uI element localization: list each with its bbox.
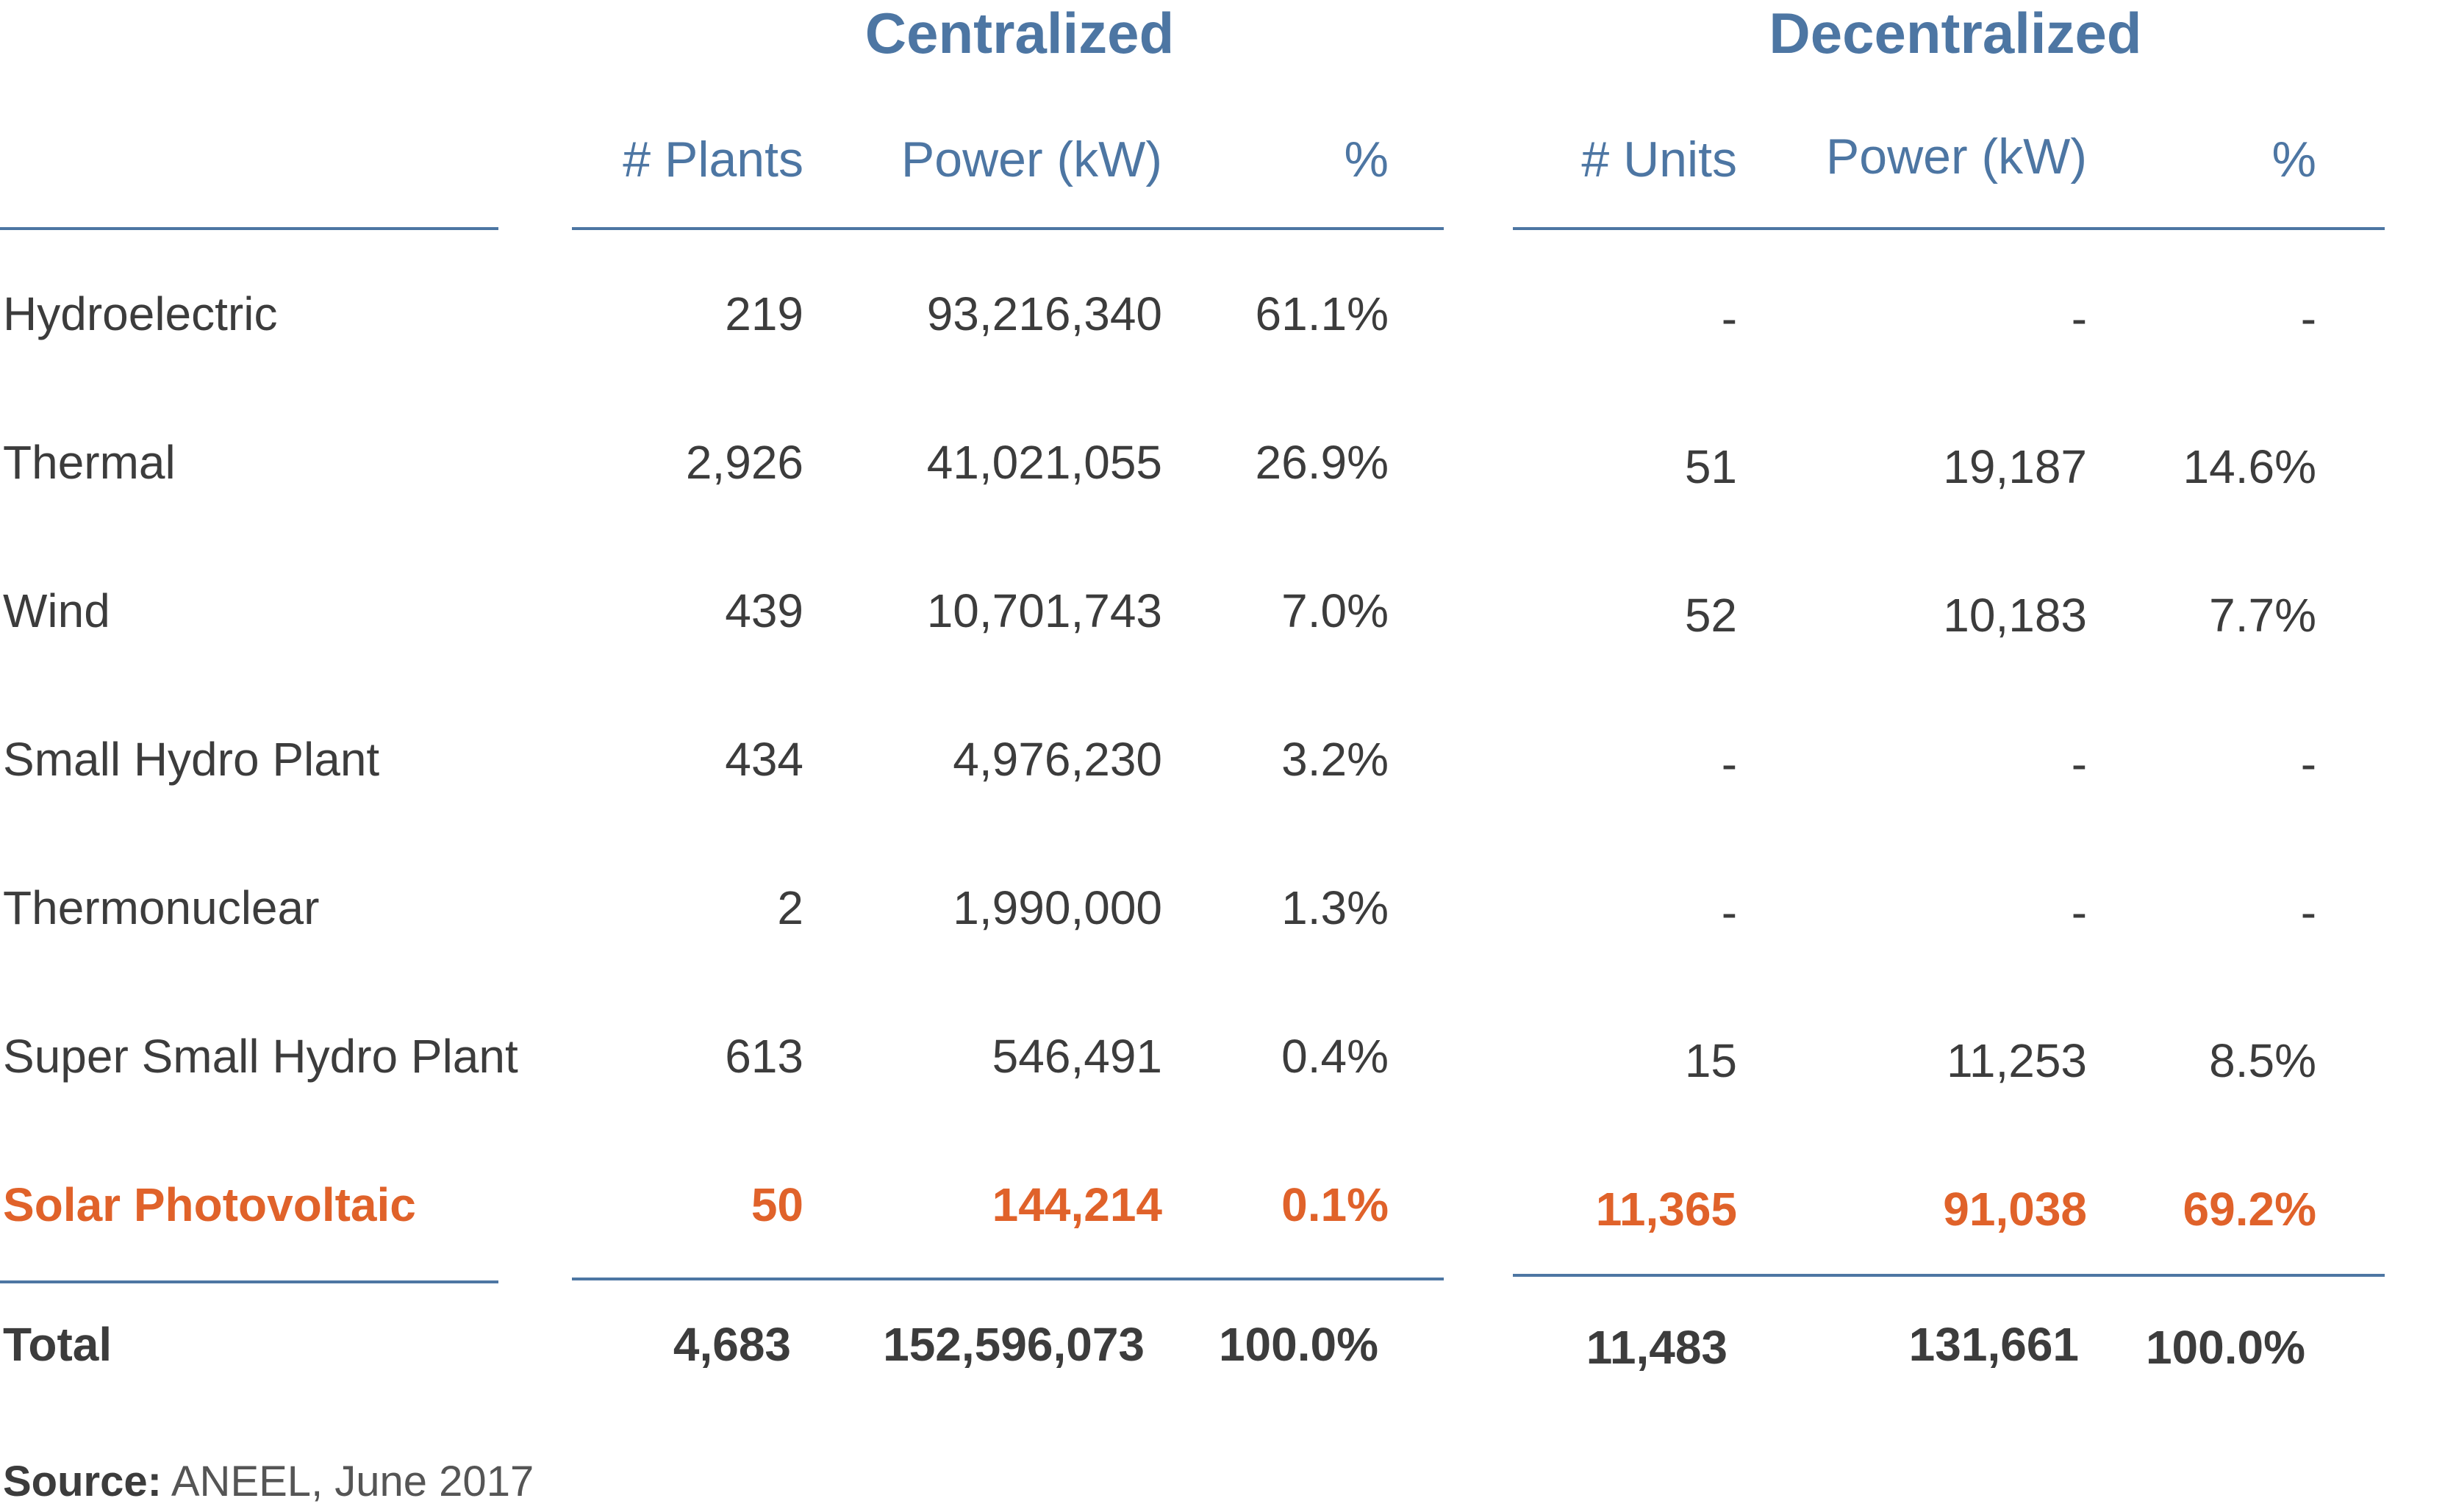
cell-centralized-power: 41,021,055 — [926, 436, 1162, 489]
col-head-central-power: Power (kW) — [901, 132, 1162, 187]
col-head-plants: # Plants — [623, 132, 803, 187]
total-central-power: 152,596,073 — [883, 1318, 1145, 1371]
cell-decentralized-power: 10,183 — [1943, 589, 2087, 642]
header-rule-centralized — [572, 227, 1444, 230]
cell-decentralized-pct: 14.6% — [2183, 440, 2316, 493]
total-rule-labels — [0, 1280, 498, 1283]
total-label: Total — [3, 1318, 112, 1371]
row-label: Hydroelectric — [3, 287, 278, 340]
row-label: Super Small Hydro Plant — [3, 1030, 518, 1083]
total-decentral-pct: 100.0% — [2145, 1321, 2305, 1374]
row-label: Thermal — [3, 436, 176, 489]
cell-centralized-power: 144,214 — [992, 1178, 1162, 1231]
cell-centralized-pct: 0.1% — [1281, 1178, 1389, 1231]
cell-centralized-plants: 434 — [725, 733, 803, 786]
cell-centralized-plants: 50 — [751, 1178, 803, 1231]
cell-centralized-plants: 2,926 — [685, 436, 803, 489]
cell-centralized-pct: 7.0% — [1281, 584, 1389, 637]
cell-centralized-plants: 613 — [725, 1030, 803, 1083]
cell-decentralized-power: - — [2071, 886, 2087, 939]
cell-decentralized-power: - — [2071, 292, 2087, 345]
cell-centralized-power: 10,701,743 — [926, 584, 1162, 637]
cell-decentralized-pct: 8.5% — [2209, 1034, 2316, 1087]
cell-centralized-plants: 439 — [725, 584, 803, 637]
col-head-central-pct: % — [1344, 132, 1389, 187]
cell-centralized-pct: 3.2% — [1281, 733, 1389, 786]
cell-decentralized-power: - — [2071, 737, 2087, 790]
cell-centralized-power: 546,491 — [992, 1030, 1162, 1083]
total-rule-centralized — [572, 1278, 1444, 1280]
total-central-pct: 100.0% — [1218, 1318, 1378, 1371]
cell-decentralized-plants: 51 — [1684, 440, 1737, 493]
cell-centralized-power: 4,976,230 — [953, 733, 1162, 786]
row-label: Thermonuclear — [3, 881, 320, 934]
cell-decentralized-power: 11,253 — [1947, 1034, 2087, 1087]
cell-centralized-pct: 61.1% — [1255, 287, 1389, 340]
total-units: 11,483 — [1586, 1321, 1728, 1374]
cell-decentralized-pct: - — [2300, 886, 2316, 939]
total-plants: 4,683 — [673, 1318, 791, 1371]
cell-decentralized-power: 19,187 — [1943, 440, 2087, 493]
cell-centralized-pct: 26.9% — [1255, 436, 1389, 489]
cell-decentralized-plants: 11,365 — [1595, 1183, 1737, 1236]
col-head-decentral-pct: % — [2271, 132, 2316, 187]
row-label: Solar Photovoltaic — [3, 1178, 416, 1231]
cell-centralized-pct: 0.4% — [1281, 1030, 1389, 1083]
header-rule-decentralized — [1513, 227, 2385, 230]
total-rule-decentralized — [1513, 1274, 2385, 1277]
col-head-decentral-power: Power (kW) — [1825, 129, 2087, 184]
cell-decentralized-pct: 69.2% — [2183, 1183, 2316, 1236]
cell-decentralized-pct: - — [2300, 292, 2316, 345]
cell-decentralized-pct: - — [2300, 737, 2316, 790]
source-note: Source: ANEEL, June 2017 — [3, 1457, 534, 1506]
cell-centralized-pct: 1.3% — [1281, 881, 1389, 934]
col-head-units: # Units — [1581, 132, 1737, 187]
total-decentral-power: 131,661 — [1908, 1318, 2079, 1371]
cell-centralized-plants: 219 — [725, 287, 803, 340]
cell-decentralized-plants: 52 — [1684, 589, 1737, 642]
cell-decentralized-plants: - — [1721, 886, 1737, 939]
cell-decentralized-plants: 15 — [1684, 1034, 1737, 1087]
source-label: Source: — [3, 1458, 162, 1505]
group-title-decentralized: Decentralized — [1769, 1, 2142, 65]
header-rule-labels — [0, 227, 498, 230]
source-text: ANEEL, June 2017 — [161, 1458, 534, 1505]
row-label: Wind — [3, 584, 110, 637]
cell-decentralized-plants: - — [1721, 292, 1737, 345]
cell-decentralized-pct: 7.7% — [2209, 589, 2316, 642]
cell-centralized-plants: 2 — [777, 881, 803, 934]
cell-centralized-power: 93,216,340 — [926, 287, 1162, 340]
group-title-centralized: Centralized — [864, 1, 1175, 65]
cell-decentralized-power: 91,038 — [1943, 1183, 2087, 1236]
row-label: Small Hydro Plant — [3, 733, 380, 786]
cell-decentralized-plants: - — [1721, 737, 1737, 790]
cell-centralized-power: 1,990,000 — [953, 881, 1162, 934]
